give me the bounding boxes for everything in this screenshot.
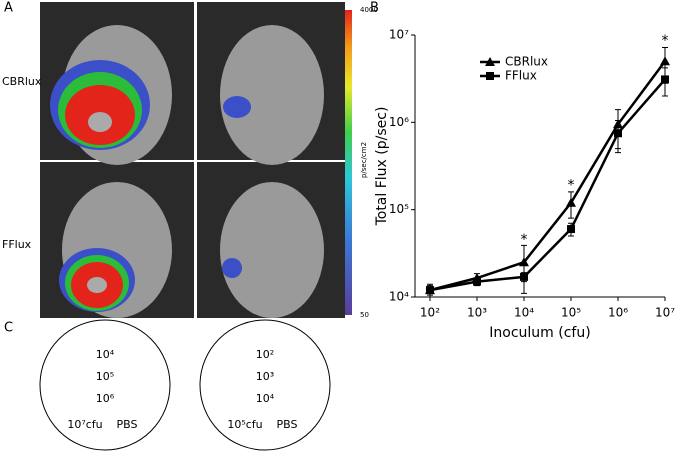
legend-marker xyxy=(486,72,494,80)
y-axis-label: Total Flux (p/sec) xyxy=(374,107,390,227)
marker xyxy=(519,272,528,281)
annotation: * xyxy=(662,33,669,49)
plate xyxy=(199,319,331,451)
plate-label: 10⁴ xyxy=(96,348,115,361)
plate-label: 10⁴ xyxy=(256,392,275,405)
plate-label: 10⁵ xyxy=(96,370,114,383)
mouse-images xyxy=(40,2,345,318)
plate-label: 10⁵cfu xyxy=(227,418,262,431)
y-tick-label: 10⁷ xyxy=(389,28,409,42)
annotation: * xyxy=(520,232,527,248)
error-bar xyxy=(520,244,527,294)
marker xyxy=(518,257,529,267)
legend-marker xyxy=(485,57,495,66)
legend-label: CBRlux xyxy=(505,55,548,69)
x-tick-label: 10⁶ xyxy=(608,306,628,320)
marker xyxy=(613,129,622,138)
x-tick-label: 10⁴ xyxy=(514,306,534,320)
colorbar-min: 50 xyxy=(360,311,369,319)
marker xyxy=(566,225,575,234)
y-tick-label: 10⁴ xyxy=(389,290,409,304)
plate-label: 10³ xyxy=(256,370,274,383)
plate-label: PBS xyxy=(117,418,138,431)
row-label: FFlux xyxy=(2,238,32,251)
panel-label: A xyxy=(4,1,13,16)
panel-label: B xyxy=(370,1,379,16)
x-tick-label: 10⁷ xyxy=(655,306,675,320)
panel-label: C xyxy=(4,321,13,336)
marker xyxy=(661,75,669,84)
colorbar xyxy=(345,10,352,315)
x-tick-label: 10³ xyxy=(467,306,487,320)
plate-label: PBS xyxy=(277,418,298,431)
marker xyxy=(425,286,434,295)
marker xyxy=(472,277,481,286)
x-axis-label: Inoculum (cfu) xyxy=(489,325,590,341)
plate-label: 10⁷cfu xyxy=(67,418,102,431)
marker xyxy=(660,56,670,66)
colorbar-max: 4000 xyxy=(360,6,378,14)
marker xyxy=(565,197,576,207)
series-line xyxy=(429,78,666,292)
x-tick-label: 10² xyxy=(420,306,440,320)
annotation: * xyxy=(567,177,574,193)
row-label: CBRlux xyxy=(2,75,42,88)
x-tick-label: 10⁵ xyxy=(561,306,581,320)
legend-label: FFlux xyxy=(505,69,537,83)
plate xyxy=(39,319,171,451)
y-tick-label: 10⁵ xyxy=(389,202,409,216)
plate-label: 10⁶ xyxy=(96,392,115,405)
colorbar-unit: p/sec/cm2 xyxy=(360,142,368,178)
series-line xyxy=(429,60,667,292)
y-tick-label: 10⁶ xyxy=(389,115,409,129)
plate-label: 10² xyxy=(256,348,274,361)
